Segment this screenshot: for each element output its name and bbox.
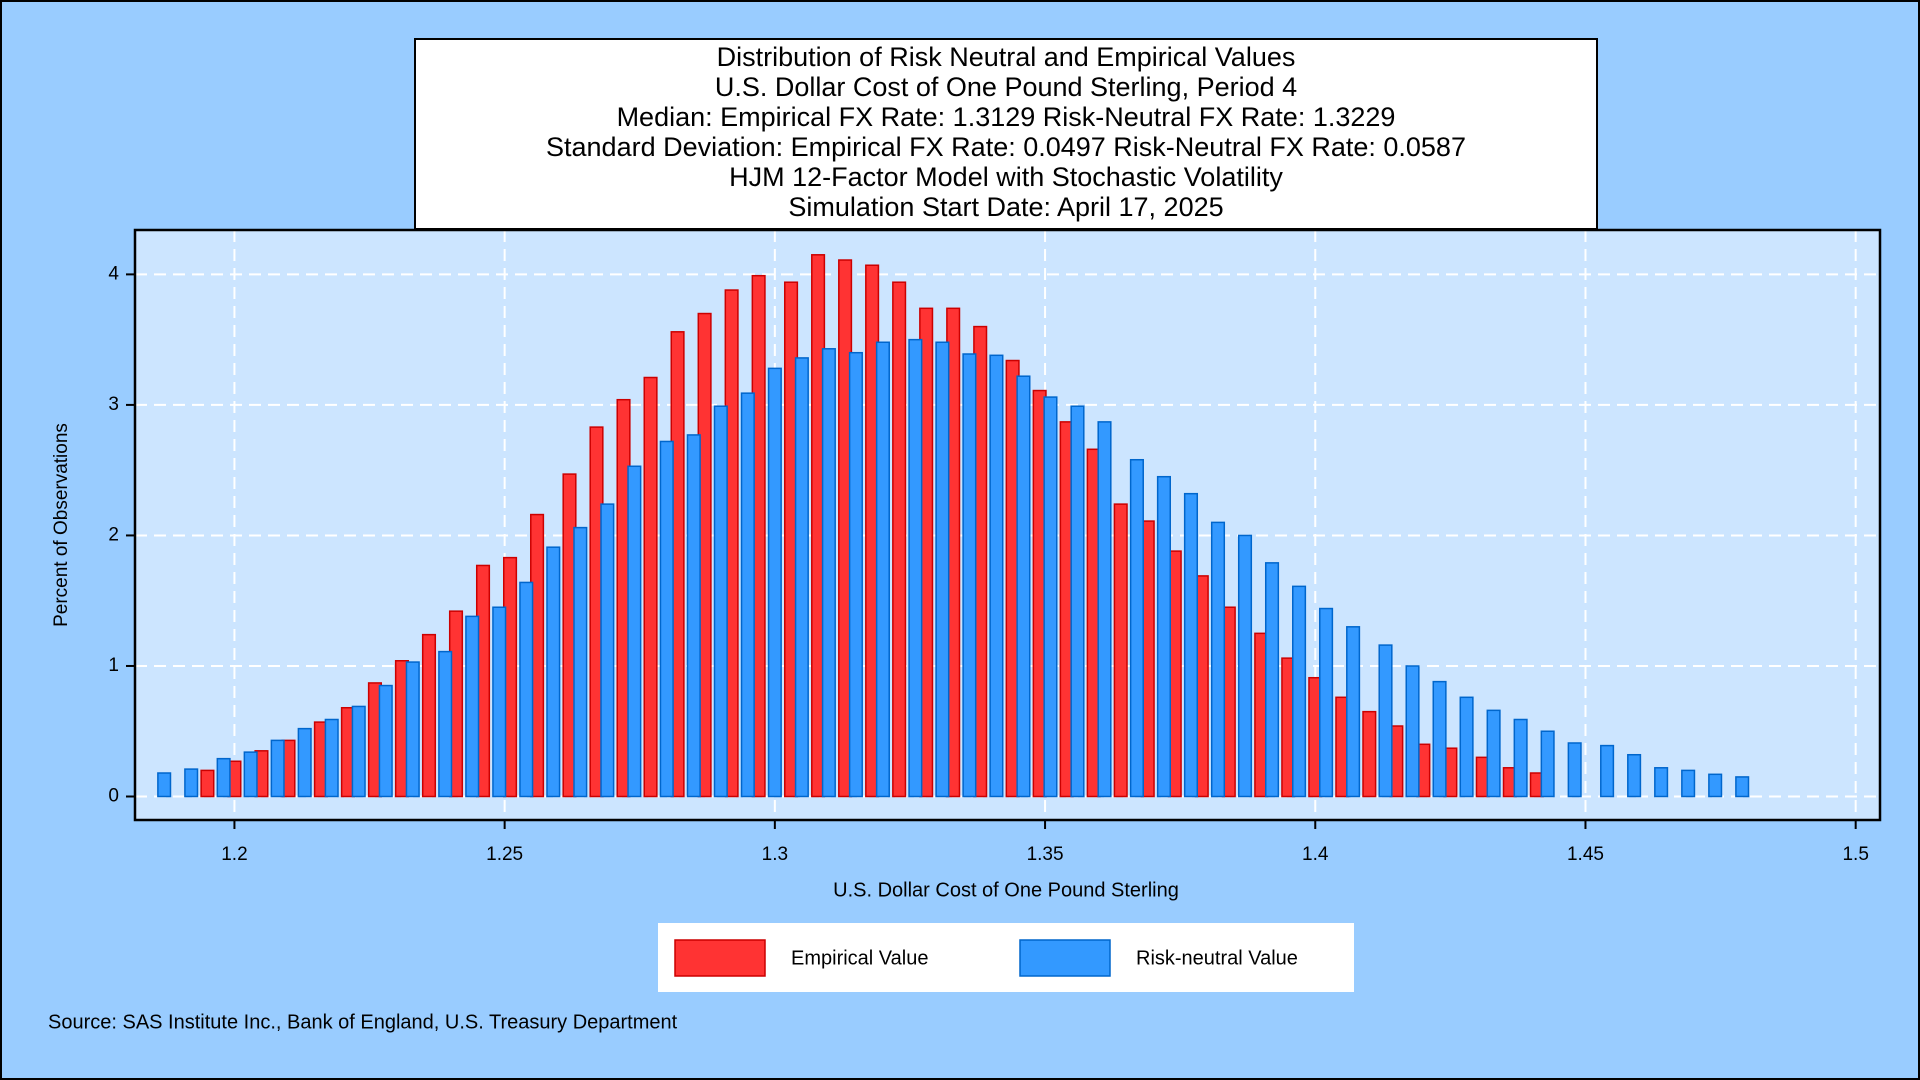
x-tick-label: 1.25: [486, 844, 523, 865]
title-line: U.S. Dollar Cost of One Pound Sterling, …: [715, 72, 1297, 102]
legend-entries: Empirical Value Risk-neutral Value: [674, 939, 1298, 977]
bar: [740, 392, 755, 798]
bar: [438, 650, 453, 798]
x-tick-label: 1.2: [221, 844, 247, 865]
bar: [713, 405, 728, 798]
bar: [492, 606, 507, 798]
bar: [875, 341, 890, 798]
bar: [351, 705, 366, 798]
bar: [405, 661, 420, 798]
bar: [1627, 753, 1642, 798]
bar: [421, 633, 437, 798]
legend: [658, 923, 1354, 992]
bar: [1237, 534, 1253, 798]
bar: [643, 376, 658, 798]
bar: [600, 503, 615, 798]
bar: [243, 751, 258, 798]
x-tick-label: 1.4: [1302, 844, 1329, 865]
bar: [1486, 709, 1501, 798]
bar: [659, 440, 674, 798]
bar: [908, 338, 923, 798]
bar: [1654, 767, 1669, 798]
y-axis-label: Percent of Observations: [51, 423, 72, 627]
bar: [989, 354, 1004, 798]
bar: [1567, 742, 1582, 798]
bar: [821, 348, 836, 798]
title-line: Simulation Start Date: April 17, 2025: [788, 192, 1223, 222]
legend-label: Empirical Value: [791, 947, 928, 969]
bar: [1378, 644, 1393, 798]
bar: [1735, 776, 1750, 798]
y-tick-label: 4: [108, 263, 119, 284]
x-axis-label: U.S. Dollar Cost of One Pound Sterling: [833, 879, 1179, 901]
x-tick-label: 1.45: [1567, 844, 1604, 865]
bar: [767, 367, 782, 798]
bar: [1600, 744, 1615, 798]
title-line: Distribution of Risk Neutral and Empiric…: [717, 42, 1296, 72]
bar: [1043, 396, 1058, 798]
bar: [378, 684, 393, 798]
bar: [1113, 503, 1128, 798]
title: Distribution of Risk Neutral and Empiric…: [546, 42, 1466, 222]
bar: [1319, 607, 1334, 798]
bar: [1540, 730, 1555, 798]
bar: [465, 615, 480, 798]
x-tick-label: 1.3: [762, 844, 788, 865]
bar: [1129, 458, 1144, 798]
bar: [1264, 562, 1280, 798]
legend-swatch: [1019, 939, 1111, 977]
bar: [216, 757, 231, 798]
bars: [157, 254, 1750, 798]
bar: [157, 772, 172, 798]
bar: [1681, 769, 1696, 798]
legend-label: Risk-neutral Value: [1136, 947, 1298, 969]
bar: [1362, 710, 1377, 798]
title-line: HJM 12-Factor Model with Stochastic Vola…: [729, 162, 1283, 192]
bar: [297, 727, 312, 798]
bar: [1432, 680, 1447, 798]
bar: [1016, 375, 1031, 798]
bar: [1459, 696, 1474, 798]
bar: [519, 581, 534, 798]
bar: [848, 351, 863, 798]
x-tick-label: 1.5: [1842, 844, 1868, 865]
bar: [892, 281, 907, 798]
bar: [1292, 585, 1307, 798]
bar: [627, 465, 642, 798]
bar: [200, 769, 215, 798]
bar: [794, 357, 809, 798]
title-line: Standard Deviation: Empirical FX Rate: 0…: [546, 132, 1466, 162]
bar: [1405, 665, 1420, 798]
title-box: [414, 38, 1598, 230]
bar: [1513, 718, 1528, 798]
y-tick-label: 0: [108, 786, 119, 807]
bar: [1210, 521, 1226, 798]
bar: [573, 526, 588, 798]
bar: [1708, 773, 1723, 798]
bar: [1097, 421, 1112, 798]
bar: [686, 434, 701, 798]
title-line: Median: Empirical FX Rate: 1.3129 Risk-N…: [617, 102, 1396, 132]
bar: [935, 341, 950, 798]
bar: [324, 718, 339, 798]
y-tick-label: 2: [108, 524, 119, 545]
bar: [1346, 626, 1361, 798]
bar: [962, 353, 977, 798]
y-tick-label: 1: [108, 655, 119, 676]
bar: [184, 768, 199, 798]
bar: [546, 546, 561, 798]
x-tick-label: 1.35: [1027, 844, 1064, 865]
source-note: Source: SAS Institute Inc., Bank of Engl…: [48, 1011, 678, 1033]
y-tick-label: 3: [108, 394, 119, 415]
legend-swatch: [674, 939, 766, 977]
bar: [1183, 492, 1199, 798]
bar: [1156, 475, 1172, 798]
bar: [270, 739, 285, 798]
bar: [1070, 405, 1085, 798]
